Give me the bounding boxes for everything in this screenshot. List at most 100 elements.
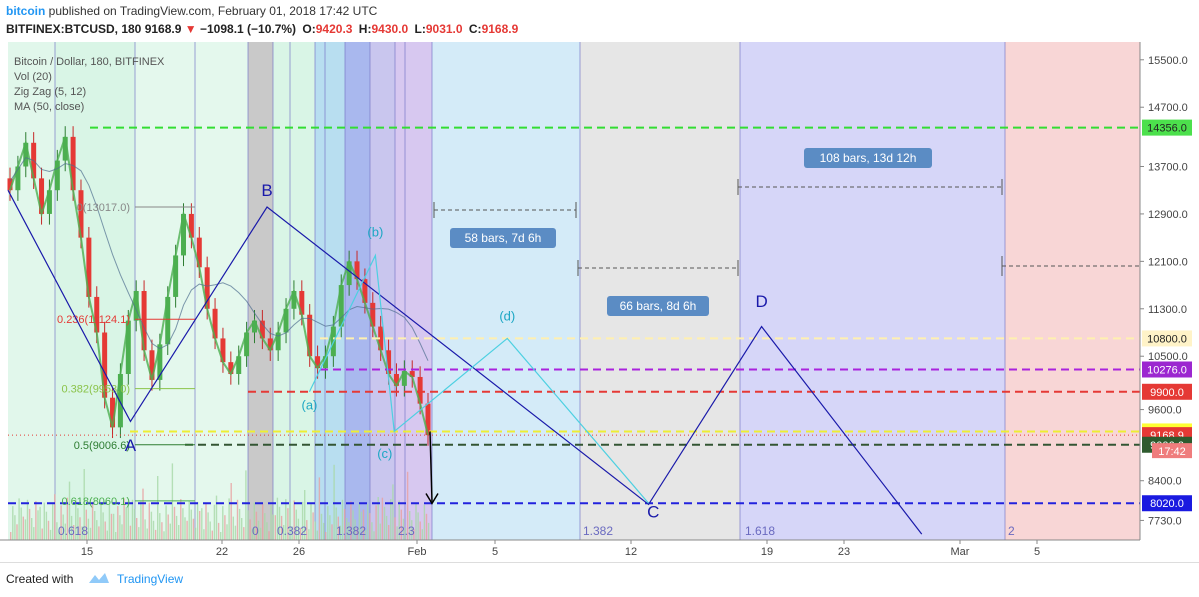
measure-box[interactable] xyxy=(607,296,709,316)
volume-bar xyxy=(367,504,369,540)
author-link[interactable]: bitcoin xyxy=(6,4,46,18)
candle-body xyxy=(362,279,368,303)
volume-bar xyxy=(104,521,106,540)
time-axis[interactable] xyxy=(0,540,1140,562)
volume-bar xyxy=(14,515,16,540)
volume-bar xyxy=(58,531,60,540)
volume-bar xyxy=(68,481,71,540)
volume-bar xyxy=(243,527,245,540)
close-value: 9168.9 xyxy=(481,22,519,36)
arrow-down-icon xyxy=(425,493,439,505)
volume-bar xyxy=(360,511,363,540)
volume-bar xyxy=(112,513,115,540)
volume-bar xyxy=(125,507,127,540)
elliott-sub-wave[interactable] xyxy=(308,253,650,504)
price-tick-label: 8400.0 xyxy=(1148,476,1182,488)
volume-bar xyxy=(91,501,94,540)
volume-bar xyxy=(264,513,266,540)
tradingview-logo-icon xyxy=(89,573,109,583)
volume-bar xyxy=(404,527,407,540)
volume-bar xyxy=(173,506,176,540)
volume-bar xyxy=(421,529,423,540)
candle-body xyxy=(338,285,344,327)
price-tick-label: 12900.0 xyxy=(1148,209,1188,221)
volume-bar xyxy=(312,512,314,540)
volume-bar xyxy=(100,503,102,540)
volume-bar xyxy=(75,499,77,540)
volume-bar xyxy=(352,510,354,540)
volume-bar xyxy=(45,511,48,540)
candle-body xyxy=(267,338,273,351)
measure-box[interactable] xyxy=(804,148,932,168)
volume-bar xyxy=(62,514,64,540)
volume-bar xyxy=(119,515,121,540)
footer: Created with TradingView xyxy=(0,562,1199,597)
wave-label-d: (d) xyxy=(499,309,515,324)
volume-bar xyxy=(190,509,192,540)
volume-bar xyxy=(335,507,337,540)
volume-bar xyxy=(400,509,402,540)
time-zone-band xyxy=(55,42,135,540)
time-zone-band xyxy=(1005,42,1140,540)
elliott-main-wave[interactable] xyxy=(7,189,923,535)
symbol-label: BITFINEX:BTCUSD, 180 xyxy=(6,22,142,36)
legend-zigzag[interactable]: Zig Zag (5, 12) xyxy=(14,86,87,98)
volume-bar xyxy=(180,499,182,540)
volume-bar xyxy=(188,500,190,540)
published-text: published on TradingView.com, February 0… xyxy=(48,4,378,18)
measure-box[interactable] xyxy=(450,228,556,248)
volume-bar xyxy=(427,522,430,540)
price-tag xyxy=(1142,361,1192,378)
candle-body xyxy=(204,267,210,309)
candle-body xyxy=(7,178,13,191)
volume-bar xyxy=(316,530,318,540)
volume-bar xyxy=(178,525,180,540)
wave-label-a: (a) xyxy=(301,398,317,413)
volume-bar xyxy=(121,524,123,540)
volume-bar xyxy=(354,519,356,540)
volume-bar xyxy=(274,515,276,540)
tradingview-link[interactable]: TradingView xyxy=(117,572,184,586)
volume-bar xyxy=(272,514,274,540)
candle-body xyxy=(188,213,194,238)
volume-bar xyxy=(115,532,117,540)
volume-bar xyxy=(37,510,39,540)
volume-bar xyxy=(157,476,159,540)
volume-bar xyxy=(276,497,279,540)
volume-bar xyxy=(10,532,12,540)
candle-body xyxy=(125,320,131,374)
legend-volume[interactable]: Vol (20) xyxy=(14,71,52,83)
volume-bar xyxy=(238,508,241,540)
volume-bar xyxy=(329,515,331,540)
volume-bar xyxy=(425,513,428,540)
chart-legend: Bitcoin / Dollar, 180, BITFINEX Vol (20)… xyxy=(14,55,164,115)
candle-body xyxy=(220,338,226,363)
volume-bar xyxy=(381,497,384,540)
time-tick-label: 12 xyxy=(625,546,637,558)
legend-title: Bitcoin / Dollar, 180, BITFINEX xyxy=(14,56,165,68)
created-with-text: Created with xyxy=(6,572,74,586)
volume-bar xyxy=(320,513,323,540)
price-chart[interactable]: 0(13017.0) 0.236(11124.1) 0.382(9953.0) 0.5… xyxy=(0,42,1199,562)
volume-bar xyxy=(266,522,268,540)
price-tick-label: 11300.0 xyxy=(1148,304,1187,316)
volume-bar xyxy=(310,503,312,540)
time-zone-band xyxy=(580,42,740,540)
candle-body xyxy=(401,371,407,386)
volume-bar xyxy=(291,526,293,540)
candle-body xyxy=(149,350,155,380)
legend-ma[interactable]: MA (50, close) xyxy=(14,101,85,113)
wave-label-b: B xyxy=(261,181,272,200)
volume-bar xyxy=(81,526,83,540)
volume-bar xyxy=(375,505,377,540)
volume-bar xyxy=(394,517,396,540)
volume-bar xyxy=(230,483,232,540)
price-tag xyxy=(1142,330,1192,347)
volume-bar xyxy=(26,499,29,540)
volume-bar xyxy=(241,518,243,540)
volume-bar xyxy=(249,519,251,540)
fib-level-label: 0.5(9006.6) xyxy=(74,440,130,452)
volume-bar xyxy=(167,514,169,540)
volume-bar xyxy=(419,521,421,540)
volume-bar xyxy=(83,469,85,540)
